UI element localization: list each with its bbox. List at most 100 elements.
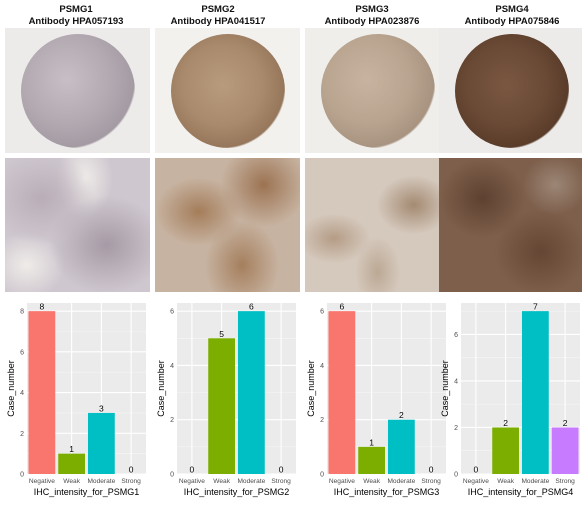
- y-tick-label: 2: [320, 417, 324, 424]
- data-label: 0: [190, 465, 195, 475]
- y-tick-label: 2: [20, 431, 24, 438]
- chart-svg: 0 2 4 6 8 8 Negative 1 Weak 3 Moderate 0 Strong IHC_i…: [6, 302, 146, 497]
- y-tick-label: 8: [20, 309, 24, 316]
- tissue-core: [171, 34, 285, 148]
- chart-svg: 0 2 4 6 6 Negative 1 Weak 2 Moderate 0 Strong IHC_in…: [306, 302, 446, 497]
- gene-name: PSMG1: [59, 4, 93, 15]
- antibody-label: Antibody HPA023876: [324, 16, 420, 27]
- y-tick-label: 2: [170, 417, 174, 424]
- data-label: 1: [69, 444, 74, 454]
- bar: [328, 311, 356, 474]
- bar: [28, 311, 56, 474]
- bar: [492, 427, 520, 474]
- data-label: 2: [399, 410, 404, 420]
- data-label: 8: [40, 302, 45, 312]
- y-tick-label: 0: [320, 472, 324, 479]
- data-label: 1: [369, 437, 374, 447]
- x-tick-label: Strong: [421, 478, 441, 485]
- x-axis-label: IHC_intensity_for_PSMG1: [34, 487, 140, 497]
- x-tick-label: Moderate: [87, 478, 115, 485]
- y-tick-label: 0: [170, 472, 174, 479]
- bar-chart-psmg1: 0 2 4 6 8 8 Negative 1 Weak 3 Moderate 0 Strong IHC_i…: [5, 297, 150, 510]
- data-label: 2: [503, 418, 508, 428]
- antibody-label: Antibody HPA075846: [464, 16, 560, 27]
- x-tick-label: Weak: [63, 478, 80, 485]
- data-label: 0: [429, 465, 434, 475]
- x-tick-label: Weak: [363, 478, 380, 485]
- y-tick-label: 6: [320, 309, 324, 316]
- x-tick-label: Strong: [121, 478, 141, 485]
- y-tick-label: 0: [20, 472, 24, 479]
- tissue-core: [21, 34, 135, 148]
- y-tick-label: 6: [170, 309, 174, 316]
- antibody-label: Antibody HPA057193: [28, 16, 124, 27]
- x-tick-label: Negative: [29, 478, 55, 485]
- data-label: 0: [279, 465, 284, 475]
- zoom-image-psmg3: [305, 158, 450, 292]
- y-axis-label: Case_number: [156, 360, 166, 417]
- chart-svg: 0 2 4 6 0 Negative 5 Weak 6 Moderate 0 Strong IHC_in…: [156, 302, 296, 497]
- y-tick-label: 4: [320, 363, 324, 370]
- tma-core-image-psmg1: [5, 28, 150, 153]
- panel-title-psmg4: PSMG4 Antibody HPA075846: [442, 4, 582, 28]
- panel-title-psmg3: PSMG3 Antibody HPA023876: [302, 4, 442, 28]
- antibody-label: Antibody HPA041517: [170, 16, 266, 27]
- y-tick-label: 2: [454, 425, 458, 432]
- x-axis-label: IHC_intensity_for_PSMG2: [184, 487, 290, 497]
- y-tick-label: 4: [454, 378, 458, 385]
- plot-background: [177, 303, 296, 474]
- y-tick-label: 6: [20, 349, 24, 356]
- bar: [237, 311, 265, 474]
- x-tick-label: Strong: [271, 478, 291, 485]
- chart-svg: 0 2 4 6 0 Negative 2 Weak 7 Moderate 2 Strong IHC_in…: [440, 302, 580, 497]
- data-label: 6: [249, 302, 254, 312]
- bar: [358, 446, 386, 474]
- gene-name: PSMG2: [201, 4, 235, 15]
- x-tick-label: Moderate: [387, 478, 415, 485]
- y-tick-label: 6: [454, 332, 458, 339]
- x-axis-label: IHC_intensity_for_PSMG4: [468, 487, 574, 497]
- x-tick-label: Weak: [497, 478, 514, 485]
- tma-core-image-psmg4: [439, 28, 582, 153]
- y-axis-label: Case_number: [440, 360, 450, 417]
- x-tick-label: Strong: [555, 478, 575, 485]
- bar-chart-psmg4: 0 2 4 6 0 Negative 2 Weak 7 Moderate 2 Strong IHC_in…: [439, 297, 582, 510]
- gene-name: PSMG4: [495, 4, 529, 15]
- bar-chart-psmg3: 0 2 4 6 6 Negative 1 Weak 2 Moderate 0 Strong IHC_in…: [305, 297, 450, 510]
- data-label: 7: [533, 302, 538, 312]
- bar: [387, 419, 415, 474]
- y-axis-label: Case_number: [6, 360, 16, 417]
- bar: [551, 427, 579, 474]
- tissue-core: [321, 34, 435, 148]
- y-tick-label: 4: [170, 363, 174, 370]
- data-label: 6: [340, 302, 345, 312]
- bar-chart-psmg2: 0 2 4 6 0 Negative 5 Weak 6 Moderate 0 Strong IHC_in…: [155, 297, 300, 510]
- y-axis-label: Case_number: [306, 360, 316, 417]
- bar: [58, 453, 86, 474]
- x-axis-label: IHC_intensity_for_PSMG3: [334, 487, 440, 497]
- data-label: 2: [563, 418, 568, 428]
- zoom-image-psmg1: [5, 158, 150, 292]
- y-tick-label: 0: [454, 472, 458, 479]
- x-tick-label: Negative: [463, 478, 489, 485]
- data-label: 0: [129, 465, 134, 475]
- x-tick-label: Moderate: [521, 478, 549, 485]
- zoom-image-psmg4: [439, 158, 582, 292]
- panel-title-psmg2: PSMG2 Antibody HPA041517: [148, 4, 288, 28]
- data-label: 3: [99, 403, 104, 413]
- bar: [208, 338, 236, 474]
- bar: [87, 412, 115, 474]
- x-tick-label: Negative: [179, 478, 205, 485]
- bar: [521, 311, 549, 474]
- gene-name: PSMG3: [355, 4, 389, 15]
- x-tick-label: Negative: [329, 478, 355, 485]
- y-tick-label: 4: [20, 390, 24, 397]
- tma-core-image-psmg2: [155, 28, 300, 153]
- x-tick-label: Weak: [213, 478, 230, 485]
- tma-core-image-psmg3: [305, 28, 450, 153]
- data-label: 5: [219, 329, 224, 339]
- tissue-core: [455, 34, 569, 148]
- data-label: 0: [474, 465, 479, 475]
- x-tick-label: Moderate: [237, 478, 265, 485]
- panel-title-psmg1: PSMG1 Antibody HPA057193: [6, 4, 146, 28]
